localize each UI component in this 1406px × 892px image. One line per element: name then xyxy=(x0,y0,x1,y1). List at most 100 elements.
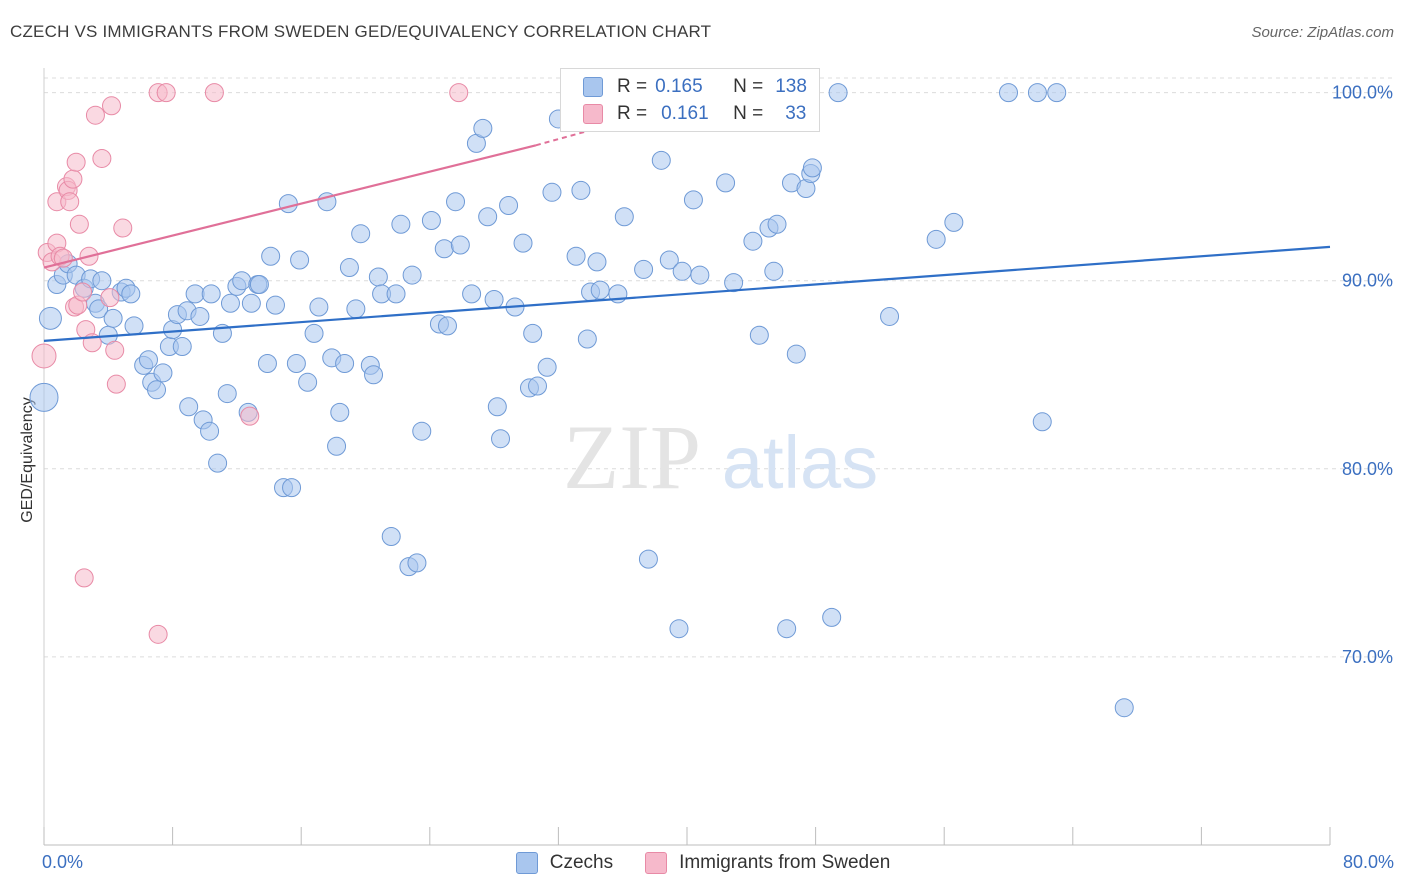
czechs-point xyxy=(528,376,548,396)
sweden-points xyxy=(31,83,469,644)
czechs-point xyxy=(172,337,192,357)
czechs-point xyxy=(327,436,347,456)
czechs-point xyxy=(571,180,591,200)
czechs-point xyxy=(767,214,787,234)
y-tick-label: 90.0% xyxy=(1342,271,1393,291)
czechs-point xyxy=(577,329,597,349)
sweden-point xyxy=(31,343,57,369)
czechs-point xyxy=(232,271,252,291)
y-tick-label: 80.0% xyxy=(1342,459,1393,479)
czechs-point xyxy=(190,306,210,326)
czechs-point xyxy=(351,224,371,244)
czechs-point xyxy=(446,192,466,212)
czechs-point xyxy=(92,271,112,291)
czechs-point xyxy=(724,273,744,293)
czechs-point xyxy=(402,265,422,285)
czechs-point xyxy=(462,284,482,304)
legend-row-czechs: R = 0.165 N = 138 xyxy=(583,75,807,99)
sweden-point xyxy=(113,218,133,238)
correlation-legend: R = 0.165 N = 138 R = 0.161 N = 33 xyxy=(560,68,820,132)
czechs-point xyxy=(999,83,1018,103)
sweden-point xyxy=(240,406,260,426)
czechs-point xyxy=(587,252,607,272)
czechs-point xyxy=(38,306,62,330)
legend-n-value: 33 xyxy=(785,103,807,124)
legend-swatch-czechs xyxy=(515,852,538,874)
czechs-point xyxy=(220,293,240,313)
czechs-point xyxy=(566,246,586,266)
legend-r-value: 0.161 xyxy=(661,103,709,124)
czechs-point xyxy=(926,229,946,249)
czechs-point xyxy=(290,250,310,270)
czechs-point xyxy=(828,83,848,103)
czechs-point xyxy=(217,384,237,404)
czechs-point xyxy=(716,173,736,193)
czechs-point xyxy=(478,207,498,227)
czechs-point xyxy=(672,261,692,281)
sweden-point xyxy=(73,282,93,302)
czechs-point xyxy=(201,284,221,304)
czechs-point xyxy=(339,258,359,278)
czechs-point xyxy=(265,295,285,315)
czechs-point xyxy=(304,323,324,343)
series-legend: Czechs Immigrants from Sweden xyxy=(0,852,1406,874)
legend-n-value: 138 xyxy=(775,76,807,97)
sweden-point xyxy=(74,568,94,588)
czechs-point xyxy=(364,365,384,385)
czechs-point xyxy=(89,299,109,319)
czechs-point xyxy=(103,308,123,328)
watermark: ZIP atlas xyxy=(563,406,878,508)
sweden-trend-line xyxy=(43,144,537,269)
czechs-point xyxy=(683,190,703,210)
sweden-point xyxy=(66,152,86,172)
czechs-point xyxy=(434,239,454,259)
czechs-point xyxy=(542,182,562,202)
czechs-point xyxy=(241,293,261,313)
sweden-point xyxy=(102,96,122,116)
legend-item-czechs: Czechs xyxy=(515,852,613,874)
czechs-point xyxy=(412,421,432,441)
czechs-point xyxy=(330,402,350,422)
czechs-point xyxy=(669,619,689,639)
czechs-point xyxy=(537,357,557,377)
czechs-point xyxy=(523,323,543,343)
czechs-point xyxy=(386,284,406,304)
chart-title: CZECH VS IMMIGRANTS FROM SWEDEN GED/EQUI… xyxy=(10,22,712,41)
x-tick-min: 0.0% xyxy=(42,852,84,872)
czechs-point xyxy=(764,261,784,281)
czechs-point xyxy=(421,211,441,231)
czechs-point xyxy=(309,297,329,317)
czechs-point xyxy=(138,350,158,370)
czechs-point xyxy=(185,284,205,304)
sweden-point xyxy=(85,105,105,125)
czechs-point xyxy=(634,259,654,279)
legend-r-label: R = xyxy=(617,103,648,124)
czechs-point xyxy=(743,231,763,251)
watermark-zip: ZIP xyxy=(563,406,701,508)
legend-r-label: R = xyxy=(617,76,648,97)
czechs-point xyxy=(153,363,173,383)
czechs-point xyxy=(513,233,533,253)
legend-n-label: N = xyxy=(733,76,764,97)
czechs-point xyxy=(499,195,519,215)
czechs-point xyxy=(638,549,658,569)
legend-label-sweden: Immigrants from Sweden xyxy=(679,852,891,873)
y-tick-label: 70.0% xyxy=(1342,647,1393,667)
czechs-point xyxy=(590,280,610,300)
czechs-trend-line xyxy=(43,245,1331,343)
czechs-point xyxy=(200,421,220,441)
czechs-point xyxy=(1114,698,1134,718)
czechs-point xyxy=(278,194,298,214)
legend-r-value: 0.165 xyxy=(655,76,703,97)
source-credit: Source: ZipAtlas.com xyxy=(1251,24,1394,41)
czechs-point xyxy=(651,150,671,170)
czechs-point xyxy=(391,214,411,234)
czechs-point xyxy=(124,316,144,336)
czechs-point xyxy=(880,306,900,326)
sweden-point xyxy=(204,83,224,103)
legend-n-label: N = xyxy=(733,103,764,124)
czechs-point xyxy=(802,158,822,178)
czechs-point xyxy=(286,353,306,373)
legend-row-sweden: R = 0.161 N = 33 xyxy=(583,102,806,126)
czechs-point xyxy=(147,380,167,400)
